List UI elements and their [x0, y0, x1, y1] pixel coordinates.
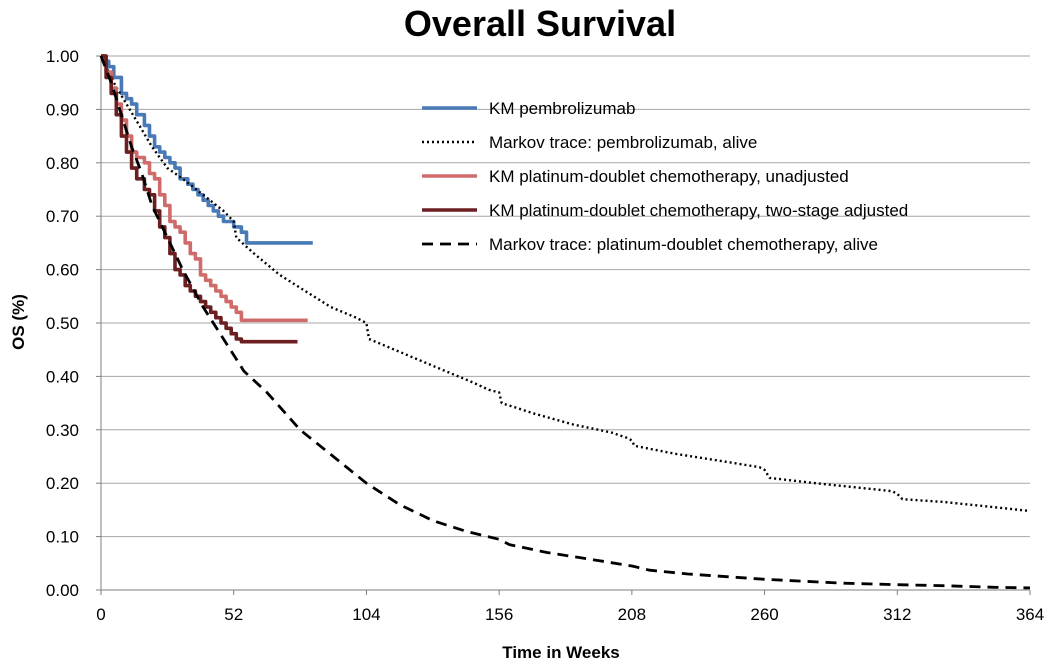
legend: KM pembrolizumab Markov trace: pembrolizu…: [422, 99, 908, 254]
y-tick-label: 0.90: [46, 100, 79, 119]
y-tick-label: 0.10: [46, 528, 79, 547]
y-tick-label: 0.50: [46, 314, 79, 333]
x-tick-label: 0: [96, 605, 105, 624]
x-tick-label: 364: [1016, 605, 1044, 624]
series-line-5: [99, 55, 1031, 590]
legend-label-1: KM pembrolizumab: [489, 99, 635, 118]
y-tick-label: 0.30: [46, 421, 79, 440]
y-tick-label: 1.00: [46, 47, 79, 66]
y-tick-label: 0.00: [46, 581, 79, 600]
legend-label-2: Markov trace: pembrolizumab, alive: [489, 133, 757, 152]
y-tick-label: 0.60: [46, 261, 79, 280]
series-line-2: [99, 55, 1031, 513]
y-axis-label: OS (%): [9, 294, 28, 350]
axes: 0.00 0.10 0.20 0.30 0.40 0.50 0.60 0.70 0.80 0.90…: [46, 47, 1044, 624]
legend-label-5: Markov trace: platinum-doublet chemother…: [489, 235, 878, 254]
x-tick-label: 104: [352, 605, 380, 624]
x-tick-label: 156: [485, 605, 513, 624]
x-tick-label: 208: [618, 605, 646, 624]
x-tick-label: 52: [224, 605, 243, 624]
x-axis-label: Time in Weeks: [502, 643, 619, 662]
legend-label-3: KM platinum-doublet chemotherapy, unadju…: [489, 167, 849, 186]
y-tick-label: 0.20: [46, 474, 79, 493]
legend-label-4: KM platinum-doublet chemotherapy, two-st…: [489, 201, 908, 220]
x-tick-label: 312: [883, 605, 911, 624]
series-lines: [99, 54, 1031, 590]
series-line-3: [101, 54, 308, 323]
y-tick-label: 0.80: [46, 154, 79, 173]
x-tick-label: 260: [750, 605, 778, 624]
gridlines: [101, 55, 1030, 538]
y-tick-label: 0.40: [46, 367, 79, 386]
series-line-4: [101, 54, 298, 344]
y-tick-label: 0.70: [46, 207, 79, 226]
series-line-1: [101, 54, 313, 245]
chart-title: Overall Survival: [404, 3, 676, 44]
